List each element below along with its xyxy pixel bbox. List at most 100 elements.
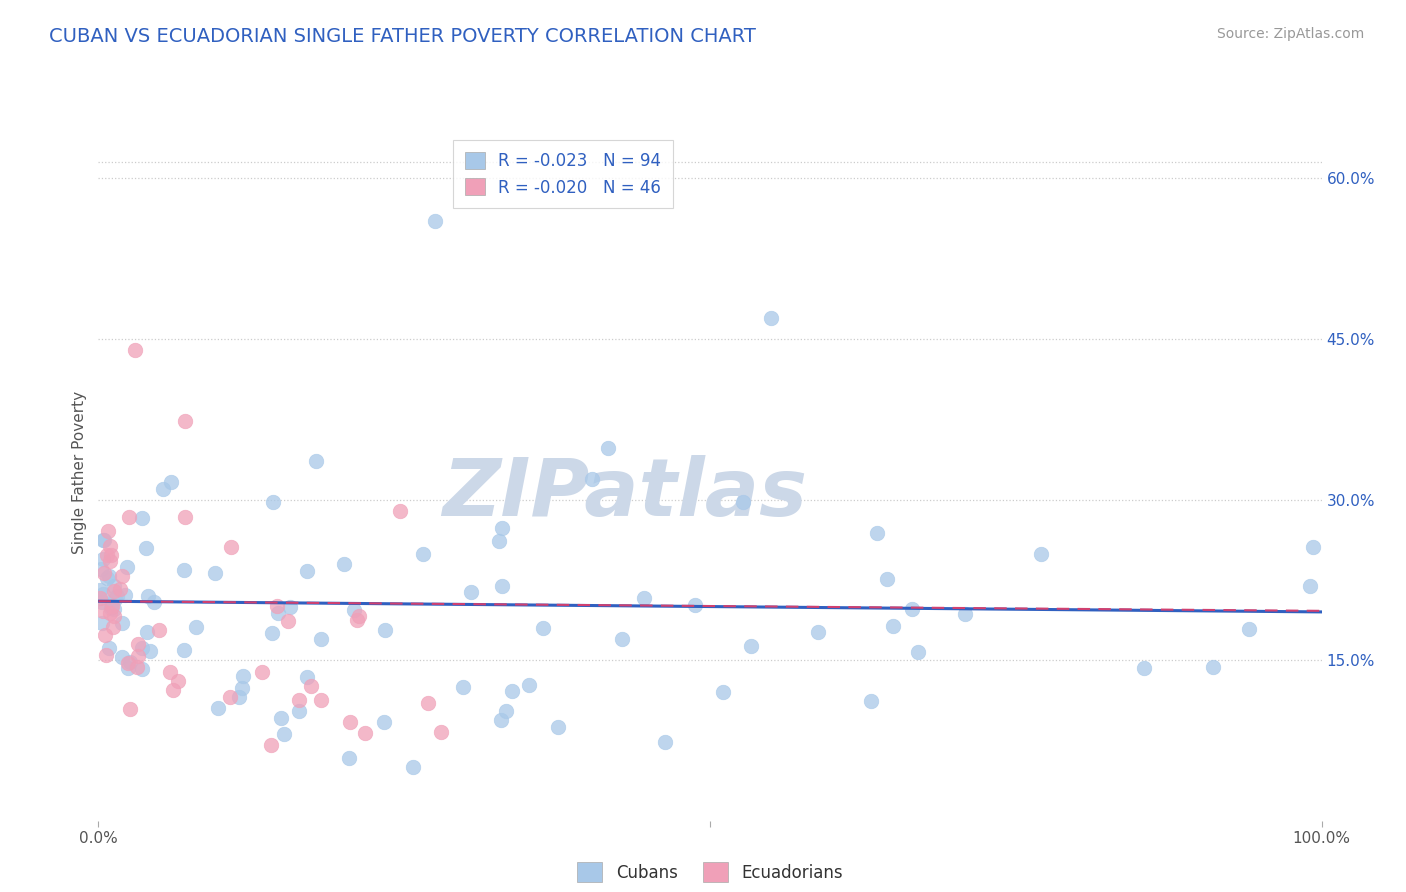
Point xyxy=(713,685,735,699)
Point xyxy=(103,579,125,593)
Point xyxy=(491,579,513,593)
Point xyxy=(100,601,122,615)
Point xyxy=(633,591,655,605)
Point xyxy=(453,680,475,694)
Point xyxy=(117,657,139,671)
Point xyxy=(93,533,115,547)
Point xyxy=(488,533,510,548)
Point xyxy=(111,650,134,665)
Point xyxy=(142,595,165,609)
Point xyxy=(731,495,754,509)
Point xyxy=(882,618,904,632)
Point xyxy=(90,561,112,575)
Point xyxy=(495,704,517,718)
Point xyxy=(295,670,318,684)
Point xyxy=(173,643,195,657)
Point xyxy=(337,751,360,765)
Point xyxy=(93,566,115,580)
Point xyxy=(148,623,170,637)
Point xyxy=(429,724,451,739)
Point xyxy=(342,603,364,617)
Y-axis label: Single Father Poverty: Single Father Poverty xyxy=(72,392,87,554)
Point xyxy=(136,589,159,603)
Point xyxy=(135,625,157,640)
Point xyxy=(1239,622,1261,636)
Point xyxy=(118,509,141,524)
Point xyxy=(231,681,253,695)
Point xyxy=(228,690,250,704)
Point xyxy=(104,591,127,606)
Point xyxy=(547,720,569,734)
Point xyxy=(114,588,136,602)
Point xyxy=(111,615,134,630)
Point xyxy=(1029,547,1052,561)
Point xyxy=(346,613,368,627)
Point xyxy=(953,607,976,621)
Point xyxy=(418,696,440,710)
Point xyxy=(159,665,181,679)
Point xyxy=(91,616,114,631)
Point xyxy=(347,609,370,624)
Point xyxy=(412,547,434,561)
Point xyxy=(740,639,762,653)
Point xyxy=(89,582,111,597)
Point xyxy=(262,495,284,509)
Point xyxy=(501,684,523,698)
Point xyxy=(204,566,226,580)
Point xyxy=(876,572,898,586)
Point xyxy=(354,726,377,740)
Point xyxy=(491,521,513,535)
Point xyxy=(288,704,311,718)
Point xyxy=(260,738,283,752)
Point xyxy=(423,214,446,228)
Point xyxy=(260,626,283,640)
Point xyxy=(100,548,122,562)
Point xyxy=(127,648,149,663)
Point xyxy=(131,511,153,525)
Point xyxy=(98,607,121,621)
Point xyxy=(98,554,121,568)
Point xyxy=(131,641,153,656)
Point xyxy=(654,735,676,749)
Text: Source: ZipAtlas.com: Source: ZipAtlas.com xyxy=(1216,27,1364,41)
Point xyxy=(402,760,425,774)
Point xyxy=(807,625,830,640)
Point xyxy=(134,541,156,555)
Point xyxy=(859,694,882,708)
Point xyxy=(901,602,924,616)
Point xyxy=(100,540,122,554)
Point xyxy=(124,343,146,357)
Point xyxy=(232,669,254,683)
Point xyxy=(295,564,318,578)
Point xyxy=(108,582,131,596)
Text: ZIPatlas: ZIPatlas xyxy=(441,455,807,533)
Point xyxy=(299,679,322,693)
Point xyxy=(93,627,115,641)
Point xyxy=(173,414,195,428)
Point xyxy=(207,701,229,715)
Point xyxy=(115,560,138,574)
Point xyxy=(131,662,153,676)
Point xyxy=(761,310,783,325)
Point xyxy=(309,632,332,646)
Point xyxy=(489,713,512,727)
Point xyxy=(101,620,124,634)
Point xyxy=(278,600,301,615)
Point xyxy=(533,621,555,635)
Point xyxy=(111,569,134,583)
Point xyxy=(866,526,889,541)
Point xyxy=(96,571,118,585)
Point xyxy=(389,504,412,518)
Point xyxy=(339,714,361,729)
Point xyxy=(1302,540,1324,554)
Point xyxy=(127,637,149,651)
Point xyxy=(97,640,120,655)
Point xyxy=(159,475,181,489)
Point xyxy=(683,598,706,612)
Point xyxy=(125,660,148,674)
Point xyxy=(100,599,122,613)
Point xyxy=(596,441,619,455)
Point xyxy=(333,557,356,571)
Point xyxy=(138,644,160,658)
Point xyxy=(94,648,117,662)
